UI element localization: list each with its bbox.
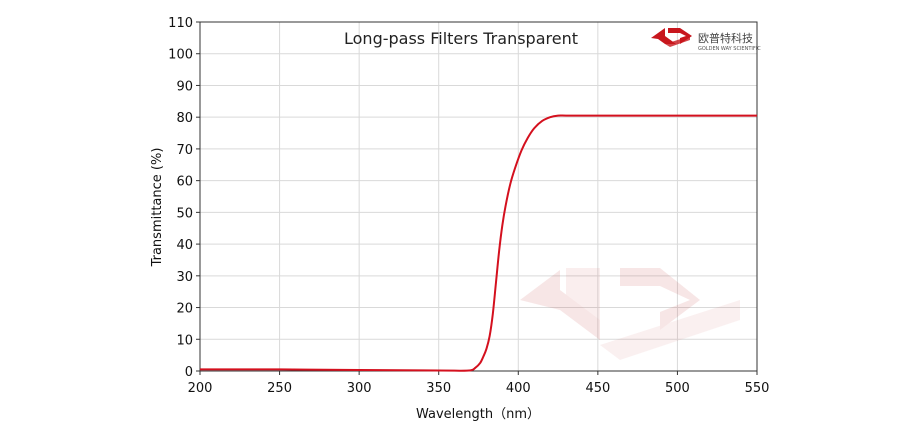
y-tick-label: 80 — [176, 111, 193, 126]
x-tick-labels: 200 250 300 350 400 450 500 550 — [188, 381, 770, 396]
x-tick-label: 550 — [745, 381, 770, 396]
y-tick-label: 70 — [176, 143, 193, 158]
x-tick-label: 450 — [585, 381, 610, 396]
x-axis-title: Wavelength（nm） — [416, 407, 540, 422]
x-tick-label: 500 — [665, 381, 690, 396]
y-tick-label: 60 — [176, 175, 193, 190]
axes — [196, 21, 758, 375]
x-tick-label: 250 — [267, 381, 292, 396]
plot-frame — [199, 21, 758, 372]
y-tick-label: 50 — [176, 206, 193, 221]
y-tick-label: 20 — [176, 302, 193, 317]
brand-logo: 欧普特科技 GOLDEN WAY SCIENTIFIC — [651, 28, 761, 52]
y-tick-label: 10 — [176, 333, 193, 348]
brand-logo-mark — [651, 28, 692, 47]
y-tick-label: 90 — [176, 79, 193, 94]
brand-name-cn: 欧普特科技 — [698, 31, 753, 45]
chart-title: Long-pass Filters Transparent — [344, 29, 578, 48]
y-tick-label: 40 — [176, 238, 193, 253]
series-layer — [199, 114, 757, 372]
x-tick-label: 400 — [506, 381, 531, 396]
watermark-logo — [520, 268, 740, 360]
x-tick-label: 300 — [347, 381, 372, 396]
series-line-transmittance — [199, 114, 757, 372]
brand-name-en: GOLDEN WAY SCIENTIFIC — [698, 46, 761, 52]
y-tick-label: 0 — [185, 365, 193, 380]
y-tick-label: 30 — [176, 270, 193, 285]
y-tick-label: 100 — [168, 48, 193, 63]
y-tick-label: 110 — [168, 16, 193, 31]
y-tick-labels: 0 10 20 30 40 50 60 70 80 90 100 110 — [168, 16, 193, 380]
x-tick-label: 200 — [188, 381, 213, 396]
y-axis-title: Transmittance (%) — [150, 148, 165, 268]
x-tick-label: 350 — [426, 381, 451, 396]
